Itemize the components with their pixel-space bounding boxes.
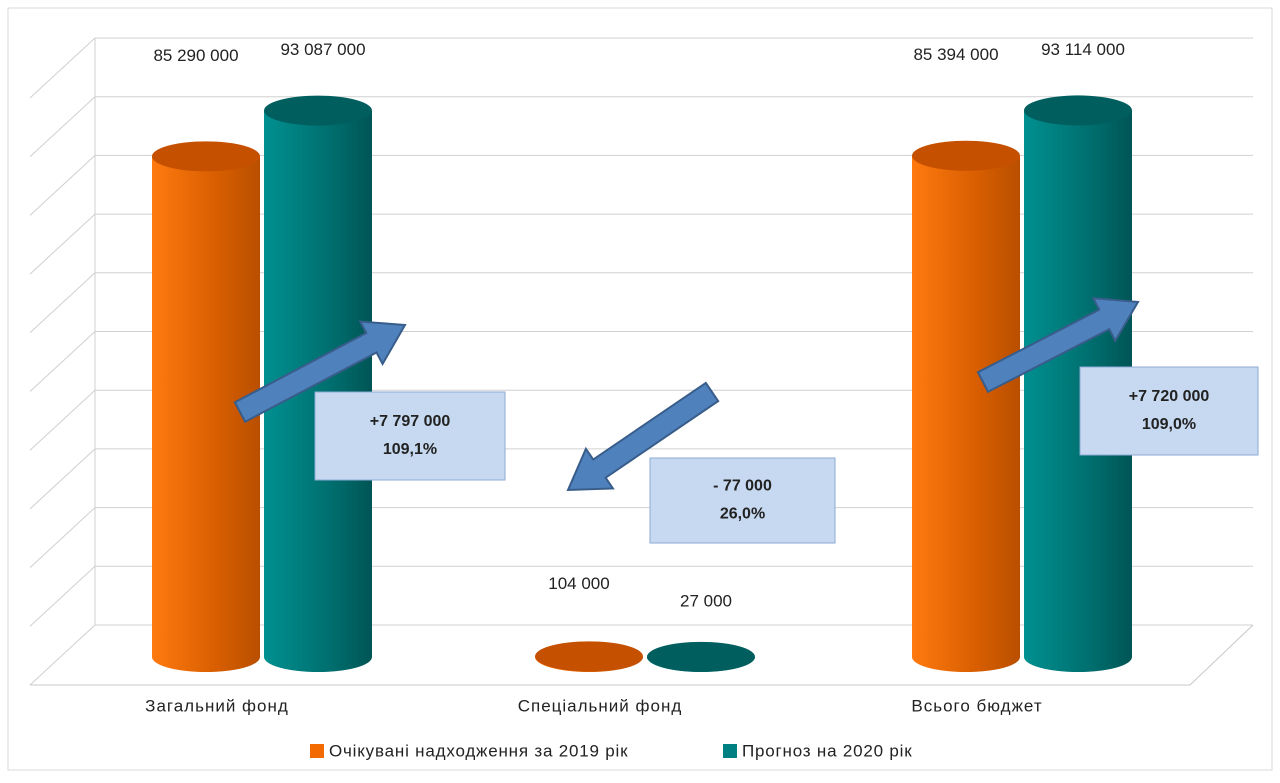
side-grid-line xyxy=(29,96,96,158)
cylinder xyxy=(152,141,260,672)
annotation-text: +7 720 000 xyxy=(1129,388,1210,405)
x-tick-label: Загальний фонд xyxy=(145,696,289,715)
annotation-box xyxy=(649,457,836,544)
arrow xyxy=(566,381,720,492)
side-grid-line xyxy=(29,507,96,568)
legend-swatch xyxy=(723,744,737,758)
cylinder-top xyxy=(912,140,1020,171)
cylinder-body xyxy=(264,110,372,673)
annotation-text: 109,1% xyxy=(383,441,437,458)
legend-label: Очікувані надходження за 2019 рік xyxy=(329,741,628,760)
side-grid-line xyxy=(29,155,96,216)
cylinder-top xyxy=(1024,95,1132,126)
cylinder xyxy=(264,95,372,673)
cylinder xyxy=(912,140,1020,673)
data-label: 85 290 000 xyxy=(153,46,238,65)
data-label: 85 394 000 xyxy=(913,45,998,64)
side-grid-line xyxy=(29,389,96,451)
cylinder xyxy=(535,641,643,672)
annotation-box xyxy=(1079,366,1259,456)
cylinder xyxy=(647,641,755,672)
cylinder-top xyxy=(535,641,643,672)
side-grid-line xyxy=(29,272,96,334)
cylinder-top xyxy=(152,141,260,172)
data-label: 93 087 000 xyxy=(280,40,365,59)
annotation-box xyxy=(314,391,506,481)
chart-border xyxy=(7,7,1273,771)
side-grid-line xyxy=(29,448,96,510)
cylinder-body xyxy=(152,156,260,672)
side-grid-line xyxy=(29,331,96,392)
x-tick-label: Всього бюджет xyxy=(911,696,1042,715)
legend-label: Прогноз на 2020 рік xyxy=(742,741,912,760)
cylinder-body xyxy=(912,155,1020,673)
side-grid-line xyxy=(29,213,96,275)
annotation-text: 109,0% xyxy=(1142,416,1196,433)
x-tick-label: Спеціальний фонд xyxy=(518,696,683,715)
legend-swatch xyxy=(310,744,324,758)
cylinder-body xyxy=(1024,110,1132,672)
side-grid-line xyxy=(29,565,96,627)
cylinder xyxy=(1024,95,1132,672)
arrow xyxy=(976,296,1140,394)
side-grid-line xyxy=(29,624,96,686)
data-label: 27 000 xyxy=(680,591,732,610)
cylinder-top xyxy=(264,95,372,126)
cylinder-top xyxy=(647,641,755,672)
side-grid-line xyxy=(29,37,96,99)
annotation-text: 26,0% xyxy=(720,506,765,523)
floor xyxy=(30,624,1254,686)
arrow xyxy=(233,320,407,424)
annotation-text: - 77 000 xyxy=(713,478,772,495)
data-label: 104 000 xyxy=(548,574,609,593)
data-label: 93 114 000 xyxy=(1041,40,1125,59)
annotation-text: +7 797 000 xyxy=(370,413,451,430)
